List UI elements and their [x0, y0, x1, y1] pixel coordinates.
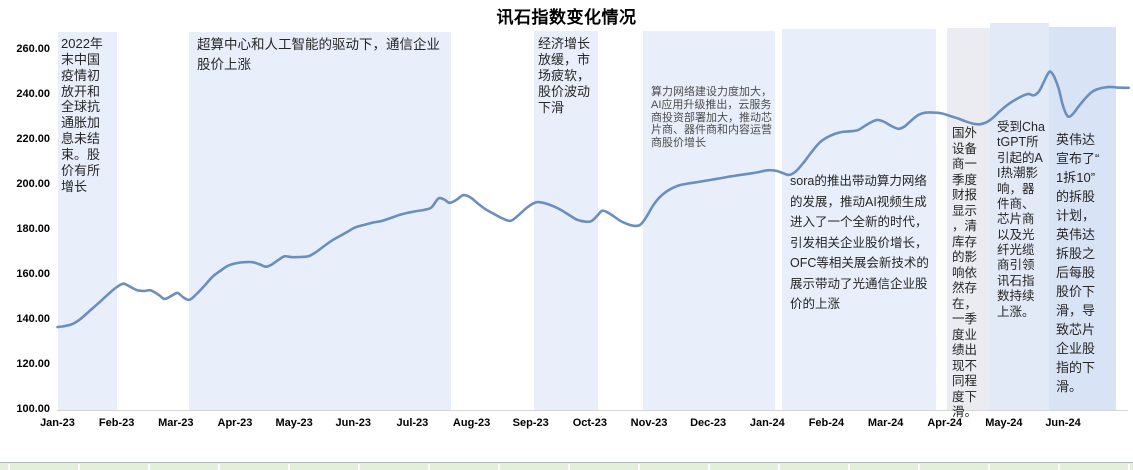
table-column-divider	[568, 464, 570, 470]
x-axis-label: Oct-23	[572, 417, 607, 429]
table-column-divider	[148, 464, 150, 470]
annotation-covid-reopen: 2022年末中国疫情初放开和全球抗通胀加息未结束。股价有所增长	[61, 36, 103, 194]
table-column-divider	[848, 464, 850, 470]
x-axis-label: Jan-24	[749, 417, 785, 429]
table-column-divider	[638, 464, 640, 470]
x-axis-label: May-23	[275, 417, 313, 429]
x-axis-label: May-24	[985, 417, 1023, 429]
annotation-chatgpt-boom: 受到ChatGPT所引起的AI热潮影响，器件商、芯片商以及光纤光缆商引领讯石指数…	[997, 120, 1045, 319]
table-column-divider	[778, 464, 780, 470]
annotation-computing-network: 算力网络建设力度加大，AI应用升级推出，云服务商投资部署加大，推动芯片商、器件商…	[651, 86, 772, 149]
table-column-divider	[8, 464, 10, 470]
y-axis-label: 140.00	[16, 313, 50, 325]
y-axis-label: 220.00	[16, 133, 50, 145]
highlight-band-supercomputing-ai	[188, 32, 452, 411]
x-axis-label: Jul-23	[396, 417, 429, 429]
table-column-divider	[288, 464, 290, 470]
table-column-divider	[1128, 464, 1130, 470]
y-axis-label: 160.00	[16, 268, 50, 280]
x-axis-label: Jun-24	[1045, 417, 1081, 429]
annotation-nvidia-split: 英伟达宣布了“1拆10”的拆股计划，英伟达拆股之后每股股价下滑，导致芯片企业股指…	[1056, 132, 1100, 394]
table-column-divider	[1058, 464, 1060, 470]
x-axis-label: Aug-23	[452, 417, 491, 429]
table-column-divider	[708, 464, 710, 470]
y-axis-label: 200.00	[16, 178, 50, 190]
table-column-divider	[78, 464, 80, 470]
y-axis-label: 100.00	[16, 403, 50, 415]
table-column-divider	[918, 464, 920, 470]
table-column-divider	[428, 464, 430, 470]
page-title: 讯石指数变化情况	[496, 8, 637, 27]
x-axis-label: Jun-23	[335, 417, 371, 429]
x-axis-label: Dec-23	[690, 417, 727, 429]
annotation-supercomputing-ai: 超算中心和人工智能的驱动下，通信企业股价上涨	[197, 37, 440, 72]
table-column-divider	[358, 464, 360, 470]
table-column-divider	[988, 464, 990, 470]
x-axis-label: Nov-23	[630, 417, 668, 429]
annotation-economy-slowdown: 经济增长放缓，市场疲软，股价波动下滑	[538, 36, 591, 116]
x-axis-label: Feb-23	[98, 417, 135, 429]
annotation-overseas-q1: 国外设备商一季度财报显示，清库存的影响依然存在，一季度业绩出现不同程度下滑。	[952, 126, 978, 419]
y-axis-label: 180.00	[16, 223, 50, 235]
bottom-table-strip	[0, 462, 1133, 470]
x-axis-label: Sep-23	[512, 417, 549, 429]
y-axis-label: 240.00	[16, 88, 50, 100]
x-axis-label: Feb-24	[808, 417, 845, 429]
x-axis-line	[57, 410, 1128, 411]
y-axis-label: 120.00	[16, 358, 50, 370]
x-axis-label: Mar-24	[867, 417, 904, 429]
table-column-divider	[218, 464, 220, 470]
annotation-sora: sora的推出带动算力网络的发展，推动AI视频生成进入了一个全新的时代，引发相关…	[790, 174, 929, 311]
x-axis-label: Apr-24	[927, 417, 963, 429]
x-axis-label: Apr-23	[217, 417, 253, 429]
x-axis-label: Mar-23	[158, 417, 194, 429]
table-column-divider	[498, 464, 500, 470]
x-axis-label: Jan-23	[40, 417, 75, 429]
y-axis-label: 260.00	[16, 43, 50, 55]
